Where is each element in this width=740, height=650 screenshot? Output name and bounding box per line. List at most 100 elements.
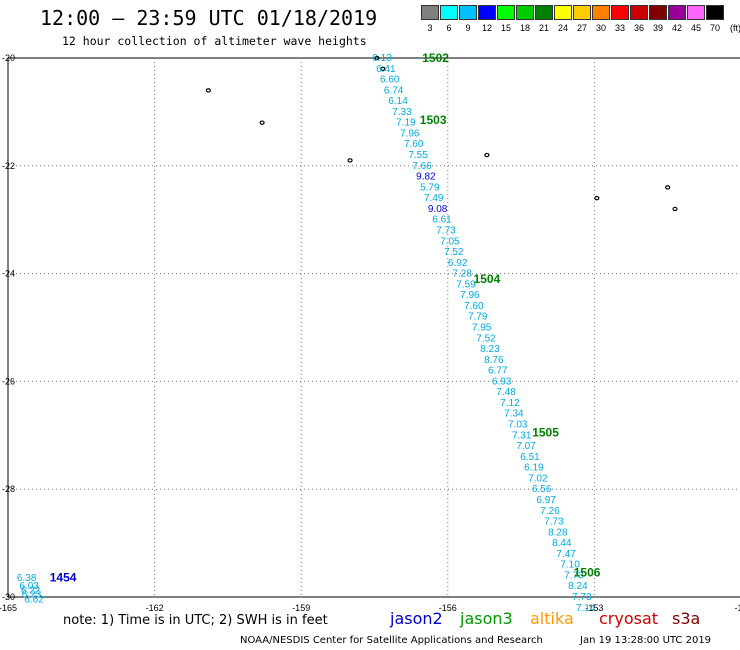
legend-label: 24: [557, 23, 568, 33]
wave-height-value: 6.23: [22, 589, 42, 600]
y-tick-label: -28: [2, 484, 15, 494]
legend-label: 12: [481, 23, 492, 33]
legend-swatch: [554, 5, 572, 20]
y-tick-label: -30: [2, 592, 15, 602]
legend-label: 45: [690, 23, 701, 33]
legend-swatch: [497, 5, 515, 20]
wave-height-value: 7.05: [440, 236, 460, 247]
generated-timestamp: Jan 19 13:28:00 UTC 2019: [580, 635, 712, 646]
x-tick-label: -165: [0, 603, 17, 613]
wave-height-value: 6.93: [492, 376, 512, 387]
wave-height-value: 6.14: [388, 96, 408, 107]
wave-height-value: 7.49: [424, 193, 444, 204]
wave-height-value: 6.51: [520, 452, 540, 463]
satellite-label-s3a: s3a: [672, 609, 701, 628]
satellite-label-cryosat: cryosat: [599, 609, 659, 628]
wave-height-value: 7.31: [512, 430, 532, 441]
island-marker: [484, 152, 490, 158]
satellite-label-altika: altika: [530, 609, 574, 628]
legend-swatch: [687, 5, 705, 20]
wave-height-value: 7.73: [564, 570, 584, 581]
legend-swatch: [516, 5, 534, 20]
wave-height-value: 7.34: [504, 409, 524, 420]
legend-swatch: [592, 5, 610, 20]
y-tick-label: -26: [2, 376, 15, 386]
wave-height-value: 6.97: [536, 495, 556, 506]
wave-height-value: 6.38: [17, 573, 37, 584]
legend-label: 42: [671, 23, 682, 33]
pass-time-label: 1504: [474, 272, 501, 286]
x-tick-label: -159: [292, 603, 310, 613]
wave-height-value: 8.23: [480, 344, 500, 355]
satellite-label-jason2: jason2: [390, 609, 443, 628]
wave-height-value: 6.03: [19, 581, 39, 592]
x-tick-label: -15: [734, 603, 740, 613]
island-marker: [259, 120, 265, 125]
legend-swatch: [630, 5, 648, 20]
y-tick-label: -22: [2, 161, 15, 171]
island-marker: [672, 206, 678, 212]
wave-height-value: 6.77: [488, 366, 508, 377]
pass-time-label: 1505: [532, 426, 559, 440]
wave-height-value: 8.44: [552, 538, 572, 549]
wave-height-value: 6.19: [524, 463, 544, 474]
legend-swatch: [535, 5, 553, 20]
pass-time-label: 1502: [422, 51, 449, 65]
wave-height-value: 7.12: [500, 398, 520, 409]
legend-swatch: [573, 5, 591, 20]
wave-height-value: 8.28: [548, 527, 568, 538]
island-marker: [374, 55, 380, 61]
x-tick-label: -156: [439, 603, 457, 613]
x-tick-label: -153: [585, 603, 603, 613]
wave-height-value: 7.96: [400, 128, 420, 139]
legend-label: 36: [633, 23, 644, 33]
wave-height-value: 7.60: [464, 301, 484, 312]
wave-height-value: 7.96: [460, 290, 480, 301]
wave-height-value: 6.92: [448, 258, 468, 269]
wave-height-value: 7.79: [468, 312, 488, 323]
wave-height-value: 7.03: [508, 420, 528, 431]
legend-label: 33: [614, 23, 625, 33]
wave-height-value: 7.73: [436, 225, 456, 236]
page-title: 12:00 – 23:59 UTC 01/18/2019: [40, 6, 378, 30]
legend-label: 6: [446, 23, 452, 33]
legend-label: 3: [427, 23, 433, 33]
wave-height-value: 7.52: [444, 247, 464, 258]
legend-label: 39: [652, 23, 663, 33]
wave-height-value: 7.26: [540, 506, 560, 517]
island-marker: [205, 88, 211, 93]
legend-label: 30: [595, 23, 606, 33]
wave-height-value: 7.52: [476, 333, 496, 344]
pass-time-label: 1454: [50, 571, 77, 585]
wave-height-value: 6.74: [384, 85, 404, 96]
wave-height-value: 5.79: [420, 182, 440, 193]
credit-line: NOAA/NESDIS Center for Satellite Applica…: [240, 635, 543, 646]
y-tick-label: -24: [2, 269, 15, 279]
legend-label: 18: [519, 23, 530, 33]
wave-height-value: 7.60: [404, 139, 424, 150]
legend-swatch: [668, 5, 686, 20]
legend-label: 70: [709, 23, 720, 33]
legend-swatch: [440, 5, 458, 20]
wave-height-value: 9.08: [428, 204, 448, 215]
legend-swatch: [706, 5, 724, 20]
wave-height-value: 7.66: [412, 161, 432, 172]
island-marker: [347, 158, 353, 163]
pass-time-label: 1503: [420, 113, 447, 127]
legend-swatch: [459, 5, 477, 20]
wave-height-value: 6.56: [532, 484, 552, 495]
legend-unit-label: (ft): [730, 23, 740, 33]
legend-swatch: [421, 5, 439, 20]
wave-height-value: 7.28: [452, 269, 472, 280]
wave-height-value: 6.22: [21, 586, 41, 597]
legend-label: 21: [538, 23, 549, 33]
wave-height-value: 7.73: [544, 517, 564, 528]
wave-height-value: 7.10: [560, 560, 580, 571]
wave-height-value: 7.55: [408, 150, 428, 161]
wave-height-value: 7.14: [576, 603, 596, 614]
legend-swatch: [649, 5, 667, 20]
page-subtitle: 12 hour collection of altimeter wave hei…: [62, 34, 367, 48]
wave-height-value: 7.33: [392, 107, 412, 118]
wave-height-value: 6.13: [372, 53, 392, 64]
